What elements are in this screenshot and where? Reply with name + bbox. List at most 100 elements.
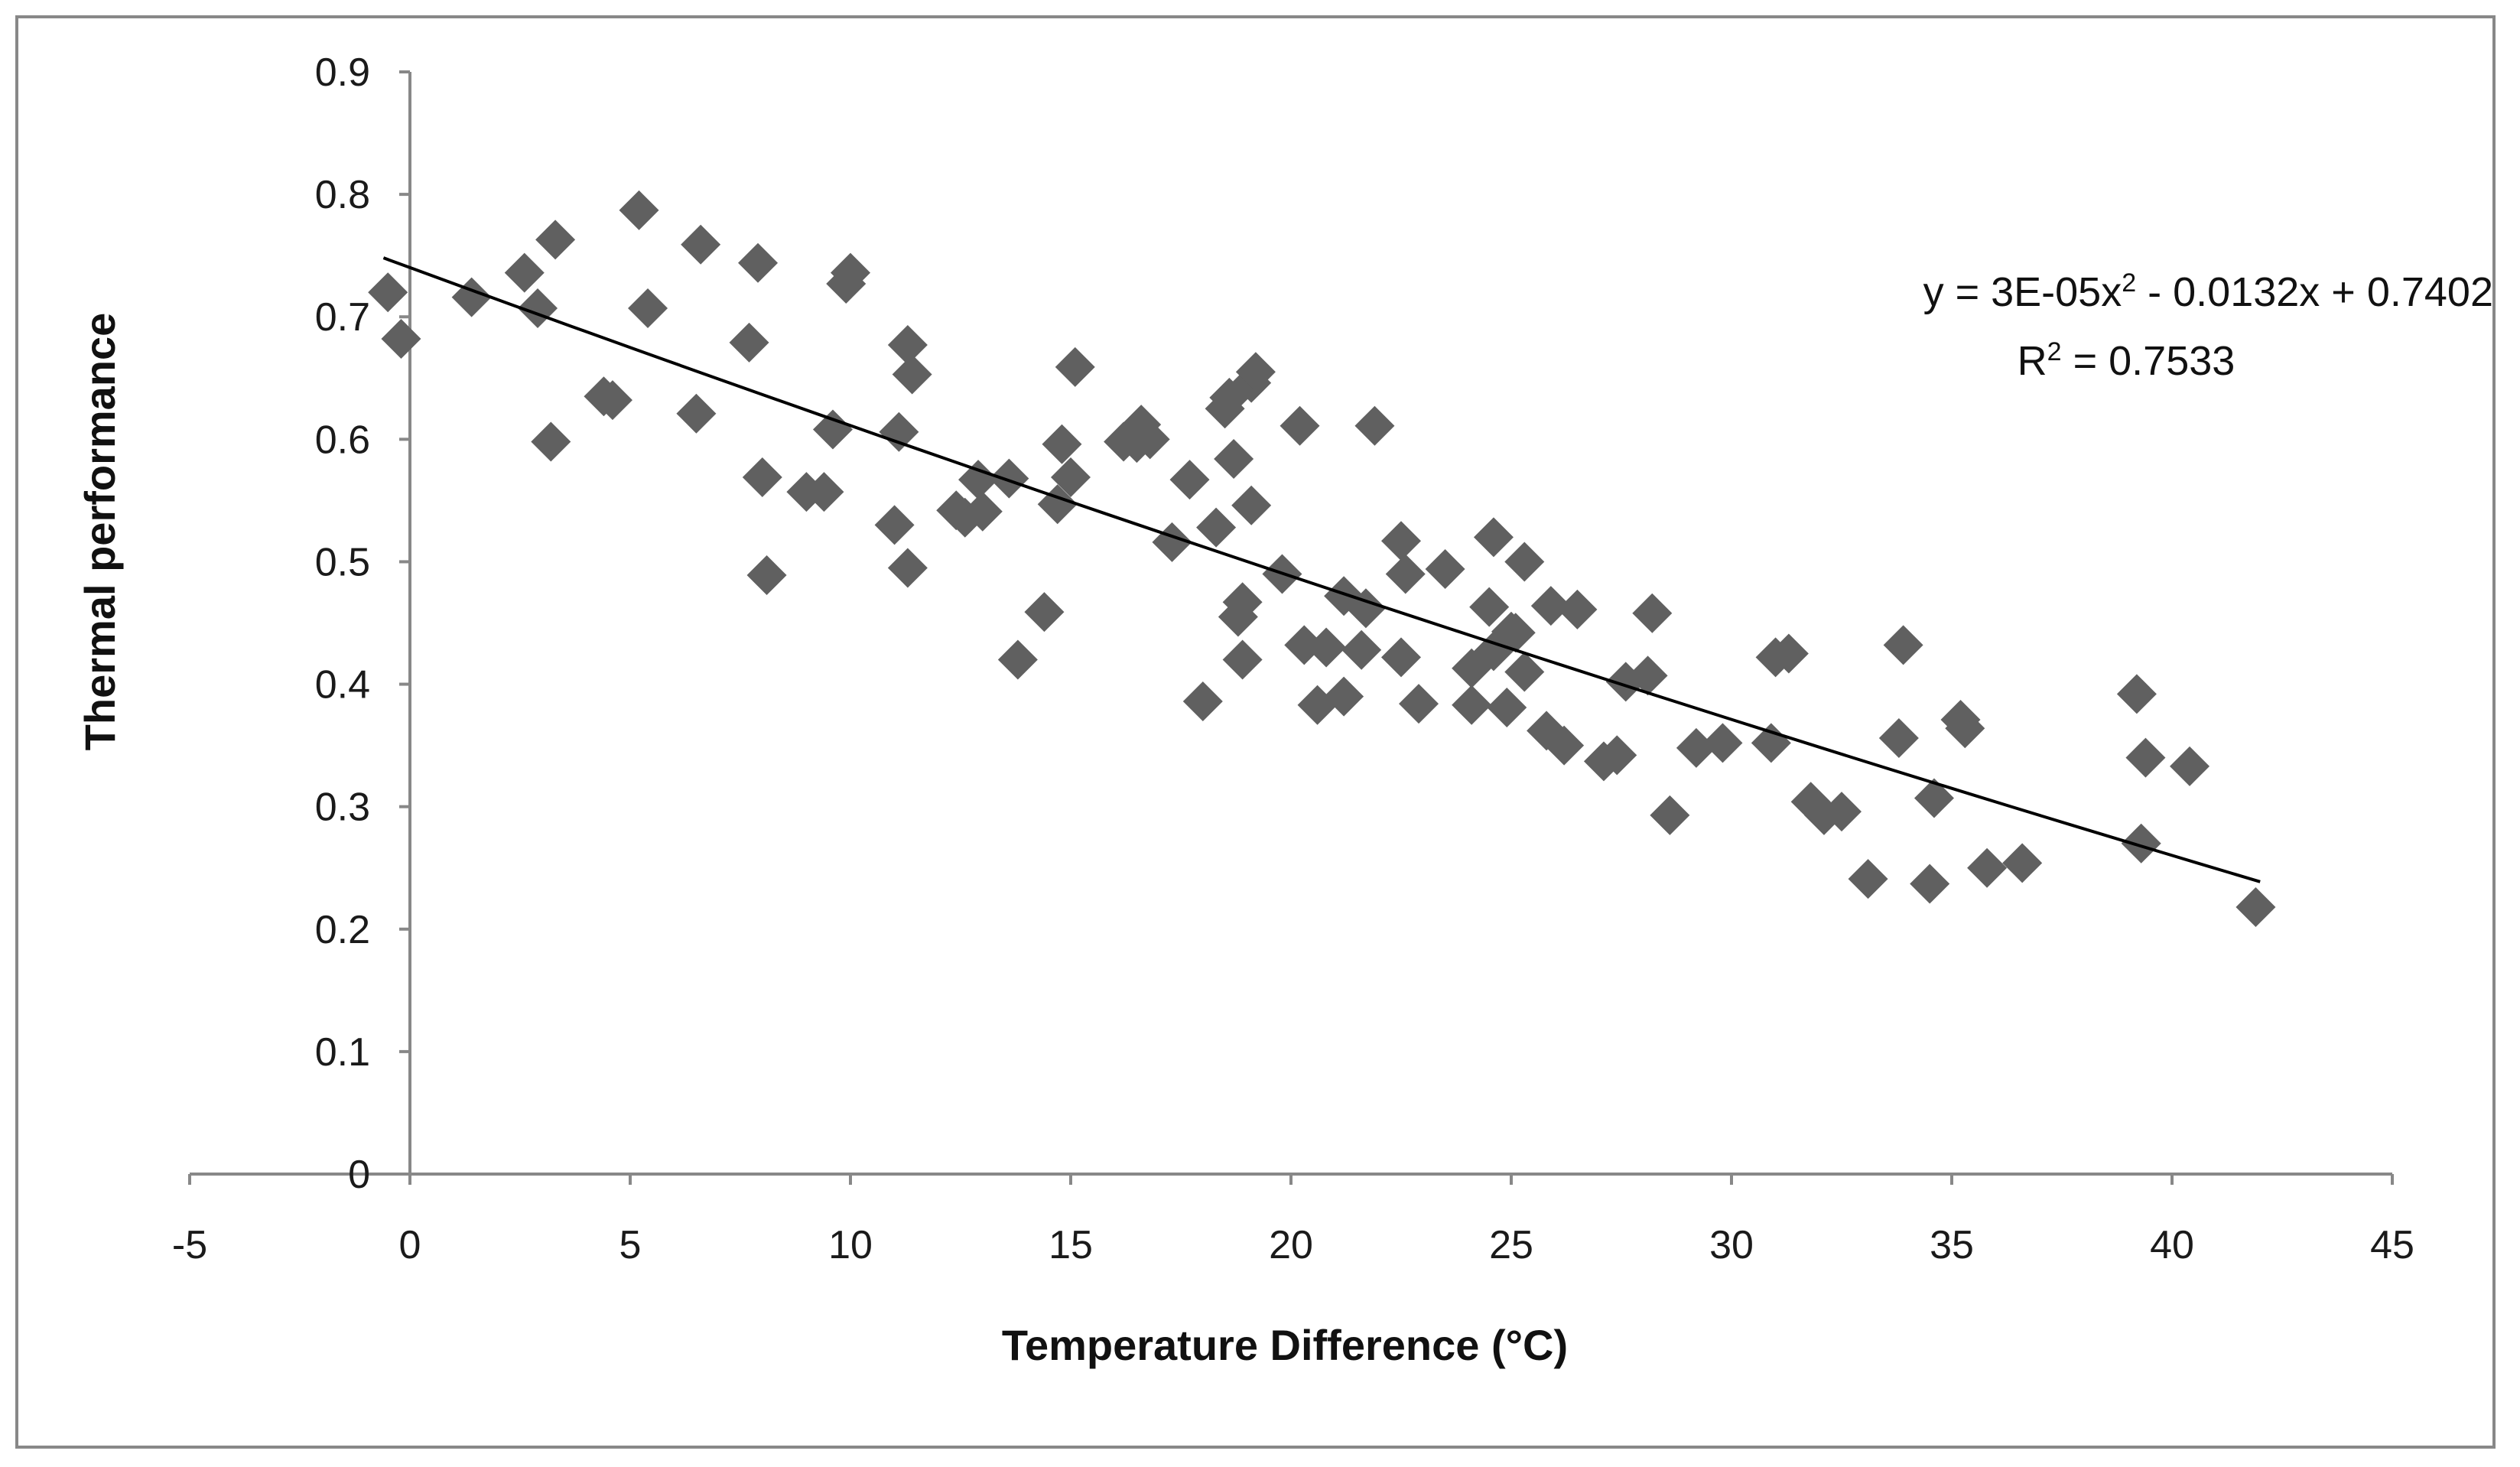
x-tick-label: -5 [172,1223,207,1267]
data-point [1452,685,1492,725]
data-point [592,380,632,421]
data-point [381,319,421,359]
data-point [1042,424,1082,464]
data-point [1557,589,1598,629]
data-point [2116,674,2157,714]
x-tick-label: 30 [1709,1223,1754,1267]
data-point [1222,582,1263,623]
data-point [892,354,932,395]
data-point [879,411,919,452]
data-point [1627,655,1668,696]
data-point [676,393,717,434]
data-point [1495,613,1536,653]
data-point [681,224,721,265]
x-axis-title: Temperature Difference (°C) [1002,1321,1568,1369]
data-point [1527,711,1567,751]
data-point [1425,549,1465,590]
data-point [619,190,659,230]
data-point [1196,507,1237,548]
y-tick-label: 0.8 [315,173,370,217]
data-point [958,460,999,500]
data-point [2235,886,2276,927]
data-point [1504,652,1545,692]
data-point [2121,823,2161,864]
data-point [451,277,492,317]
x-tick-label: 20 [1269,1223,1313,1267]
data-point [1469,587,1510,627]
data-point [1381,637,1421,678]
data-point [1945,708,1985,749]
x-tick-label: 45 [2370,1223,2414,1267]
data-point [1676,727,1716,768]
data-point [1848,859,1888,899]
data-point [535,220,576,260]
data-point [1751,723,1791,763]
data-point [1967,847,2008,888]
y-tick-label: 0.3 [315,786,370,830]
data-point [1024,592,1065,633]
data-point [831,252,870,293]
data-point [504,252,545,293]
data-point [1235,352,1276,392]
data-point [1544,725,1585,766]
data-point [1530,586,1571,626]
data-point [1399,684,1439,724]
data-point [742,457,782,497]
data-point [1385,554,1426,594]
r-squared-superscript: 2 [2047,337,2062,366]
data-point [368,272,408,313]
data-point [1910,864,1950,904]
data-point [1214,438,1254,479]
data-point [1768,633,1809,674]
data-point [2125,737,2166,778]
data-point [1632,593,1673,633]
data-point [1341,629,1382,670]
data-point [1650,795,1690,835]
x-tick-label: 35 [1930,1223,1974,1267]
data-point [2002,843,2043,883]
data-point [989,458,1029,499]
data-point [1169,460,1210,500]
y-tick-label: 0.5 [315,540,370,584]
data-point [804,472,844,512]
data-point [738,242,779,283]
data-point [1878,718,1919,759]
data-point [874,505,915,545]
x-tick-label: 25 [1489,1223,1533,1267]
x-tick-label: 40 [2150,1223,2194,1267]
data-point [1222,639,1263,680]
equation-superscript: 2 [2122,268,2136,298]
data-point [1473,517,1514,558]
data-point [628,288,668,329]
data-point [1597,735,1637,776]
trendline [382,256,2261,883]
data-point [997,639,1038,680]
data-point [1504,542,1545,582]
y-tick-label: 0.6 [315,418,370,462]
y-tick-label: 0.4 [315,663,370,707]
y-tick-label: 0.2 [315,908,370,952]
y-tick-label: 0 [348,1153,370,1197]
data-point [1130,419,1170,460]
data-point [1051,457,1091,497]
data-point [812,409,853,450]
data-point [887,548,928,588]
chart-frame [15,15,2496,1449]
data-point [1822,792,1862,832]
x-tick-label: 0 [399,1223,421,1267]
x-tick-label: 10 [828,1223,873,1267]
data-point [1306,627,1347,668]
data-point [729,322,769,363]
trendline-equation: y = 3E-05x2 - 0.0132x + 0.7402 [1923,268,2493,315]
data-point [1702,723,1743,763]
data-point [1354,405,1395,446]
data-point [1914,778,1954,818]
data-point [1381,521,1421,561]
y-axis-title: Thermal performance [76,313,124,751]
data-point [1182,681,1223,721]
data-point [746,555,787,596]
r-squared-label: R2 = 0.7533 [2018,337,2235,384]
data-point [1324,676,1364,717]
data-point [2170,746,2210,786]
